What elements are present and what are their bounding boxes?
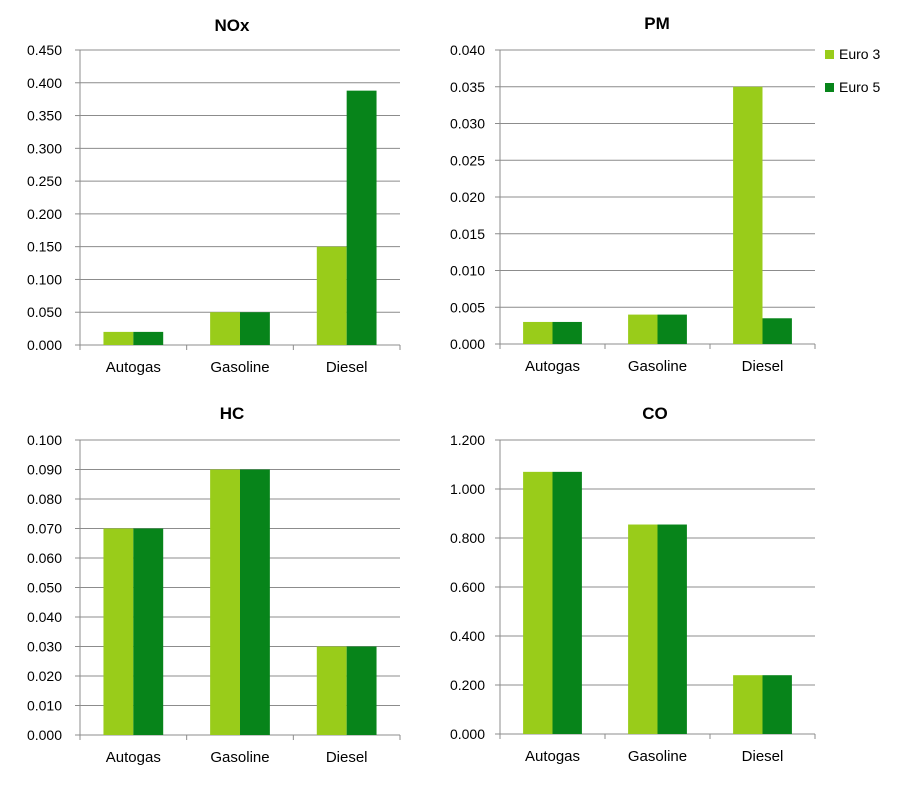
bar-autogas-euro-5 bbox=[552, 321, 582, 344]
y-tick-label: 0.040 bbox=[27, 609, 62, 625]
y-tick-label: 0.035 bbox=[450, 79, 485, 95]
y-tick-label: 0.200 bbox=[27, 206, 62, 222]
bar-gasoline-euro-5 bbox=[240, 312, 270, 345]
x-category-label: Diesel bbox=[326, 749, 368, 766]
bar-gasoline-euro-3 bbox=[210, 312, 240, 345]
y-tick-label: 0.010 bbox=[450, 263, 485, 279]
y-tick-label: 0.090 bbox=[27, 462, 62, 478]
x-category-label: Gasoline bbox=[628, 358, 687, 375]
y-tick-label: 0.250 bbox=[27, 173, 62, 189]
y-tick-label: 0.100 bbox=[27, 432, 62, 448]
x-category-label: Gasoline bbox=[628, 748, 687, 765]
y-tick-label: 0.200 bbox=[450, 677, 485, 693]
bar-gasoline-euro-3 bbox=[628, 524, 658, 734]
y-tick-label: 0.010 bbox=[27, 698, 62, 714]
bar-gasoline-euro-3 bbox=[628, 314, 658, 344]
y-tick-label: 0.150 bbox=[27, 239, 62, 255]
y-tick-label: 0.600 bbox=[450, 579, 485, 595]
y-tick-label: 0.300 bbox=[27, 140, 62, 156]
legend-label: Euro 3 bbox=[839, 46, 880, 62]
bar-diesel-euro-3 bbox=[733, 675, 763, 734]
bar-autogas-euro-3 bbox=[523, 471, 553, 734]
x-category-label: Autogas bbox=[525, 358, 580, 375]
y-tick-label: 0.050 bbox=[27, 304, 62, 320]
y-tick-label: 1.200 bbox=[450, 432, 485, 448]
y-tick-label: 0.000 bbox=[27, 727, 62, 743]
chart-co: CO 0.000 0.200 0.400 0.600 0.800 1.000 1.200 Aut… bbox=[450, 404, 816, 765]
bar-autogas-euro-3 bbox=[523, 321, 553, 344]
chart-title: HC bbox=[220, 404, 245, 423]
x-category-label: Autogas bbox=[525, 748, 580, 765]
y-tick-label: 0.050 bbox=[27, 580, 62, 596]
bar-diesel-euro-5 bbox=[762, 675, 792, 734]
bar-autogas-euro-5 bbox=[133, 528, 164, 735]
legend: Euro 3 Euro 5 bbox=[825, 46, 880, 95]
bar-diesel-euro-5 bbox=[346, 646, 377, 735]
y-tick-label: 0.100 bbox=[27, 271, 62, 287]
y-tick-label: 0.005 bbox=[450, 299, 485, 315]
bar-autogas-euro-3 bbox=[103, 331, 134, 345]
chart-nox: NOx 0.000 0.050 0.100 0.150 0.200 0.250 0.300 0.… bbox=[27, 16, 401, 376]
y-tick-label: 0.070 bbox=[27, 521, 62, 537]
y-tick-label: 0.000 bbox=[450, 726, 485, 742]
bar-gasoline-euro-5 bbox=[240, 469, 270, 735]
y-tick-label: 0.000 bbox=[450, 336, 485, 352]
y-tick-label: 0.020 bbox=[27, 668, 62, 684]
y-tick-label: 0.060 bbox=[27, 550, 62, 566]
y-tick-label: 0.080 bbox=[27, 491, 62, 507]
y-tick-label: 0.040 bbox=[450, 42, 485, 58]
x-category-label: Diesel bbox=[742, 748, 784, 765]
y-tick-label: 0.350 bbox=[27, 108, 62, 124]
legend-swatch bbox=[825, 83, 834, 92]
chart-pm: PM 0.000 0.005 0.010 0.015 0.020 0.025 0.030 0.0… bbox=[450, 14, 816, 375]
bar-diesel-euro-3 bbox=[316, 246, 347, 345]
bar-gasoline-euro-5 bbox=[657, 524, 687, 734]
y-tick-label: 0.020 bbox=[450, 189, 485, 205]
bar-autogas-euro-3 bbox=[103, 528, 134, 735]
y-tick-label: 1.000 bbox=[450, 481, 485, 497]
x-category-label: Autogas bbox=[106, 749, 161, 766]
chart-title: CO bbox=[642, 404, 668, 423]
legend-swatch bbox=[825, 50, 834, 59]
y-tick-label: 0.030 bbox=[27, 639, 62, 655]
y-tick-label: 0.000 bbox=[27, 337, 62, 353]
chart-hc: HC 0.000 0.010 0.020 0.030 0.040 0.050 0.060 0.0… bbox=[27, 404, 401, 766]
x-category-label: Diesel bbox=[326, 359, 368, 376]
y-tick-label: 0.400 bbox=[450, 628, 485, 644]
bar-autogas-euro-5 bbox=[552, 471, 582, 734]
x-category-label: Diesel bbox=[742, 358, 784, 375]
bar-diesel-euro-3 bbox=[733, 86, 763, 344]
bar-autogas-euro-5 bbox=[133, 331, 164, 345]
y-tick-label: 0.030 bbox=[450, 116, 485, 132]
y-tick-label: 0.015 bbox=[450, 226, 485, 242]
bar-diesel-euro-5 bbox=[762, 318, 792, 344]
chart-title: NOx bbox=[215, 16, 251, 35]
x-category-label: Gasoline bbox=[210, 749, 269, 766]
bar-diesel-euro-3 bbox=[316, 646, 347, 735]
bar-diesel-euro-5 bbox=[346, 90, 377, 346]
y-tick-label: 0.800 bbox=[450, 530, 485, 546]
y-tick-label: 0.450 bbox=[27, 42, 62, 58]
x-category-label: Gasoline bbox=[210, 359, 269, 376]
bar-gasoline-euro-5 bbox=[657, 314, 687, 344]
chart-title: PM bbox=[644, 14, 670, 33]
bar-gasoline-euro-3 bbox=[210, 469, 240, 735]
y-tick-label: 0.025 bbox=[450, 152, 485, 168]
y-tick-label: 0.400 bbox=[27, 75, 62, 91]
legend-label: Euro 5 bbox=[839, 79, 880, 95]
x-category-label: Autogas bbox=[106, 359, 161, 376]
